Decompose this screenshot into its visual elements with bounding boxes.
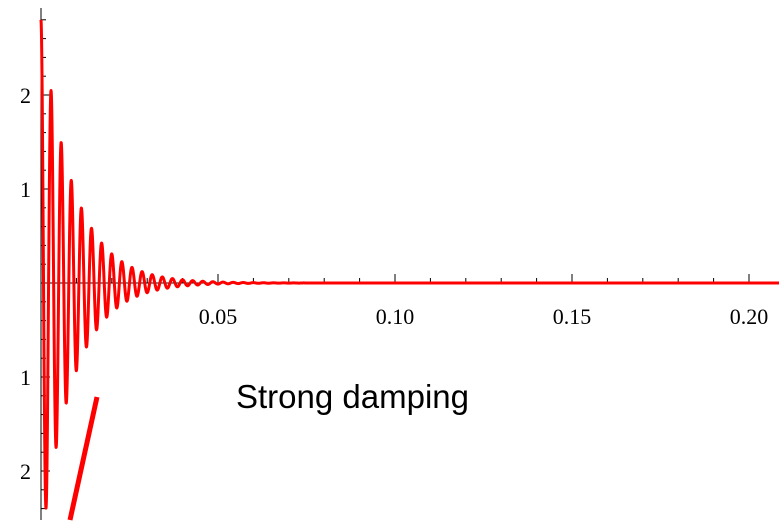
series-line bbox=[39, 19, 779, 510]
y-tick-label: 2 bbox=[20, 459, 31, 484]
y-tick-label: 1 bbox=[20, 365, 31, 390]
annotation-label: Strong damping bbox=[236, 378, 469, 415]
y-tick-label: 2 bbox=[20, 83, 31, 108]
x-tick-label: 0.20 bbox=[730, 304, 769, 329]
x-tick-label: 0.15 bbox=[553, 304, 592, 329]
annotation-pointer-line bbox=[67, 396, 100, 521]
y-tick-label: 1 bbox=[20, 177, 31, 202]
x-tick-label: 0.10 bbox=[376, 304, 415, 329]
ticks bbox=[41, 19, 750, 510]
tick-labels: 0.05 0.10 0.15 0.20 2 1 1 2 bbox=[20, 83, 768, 484]
series-group bbox=[39, 19, 779, 510]
axes bbox=[40, 8, 779, 520]
x-tick-label: 0.05 bbox=[199, 304, 238, 329]
annotation-pointer-group bbox=[67, 396, 100, 521]
